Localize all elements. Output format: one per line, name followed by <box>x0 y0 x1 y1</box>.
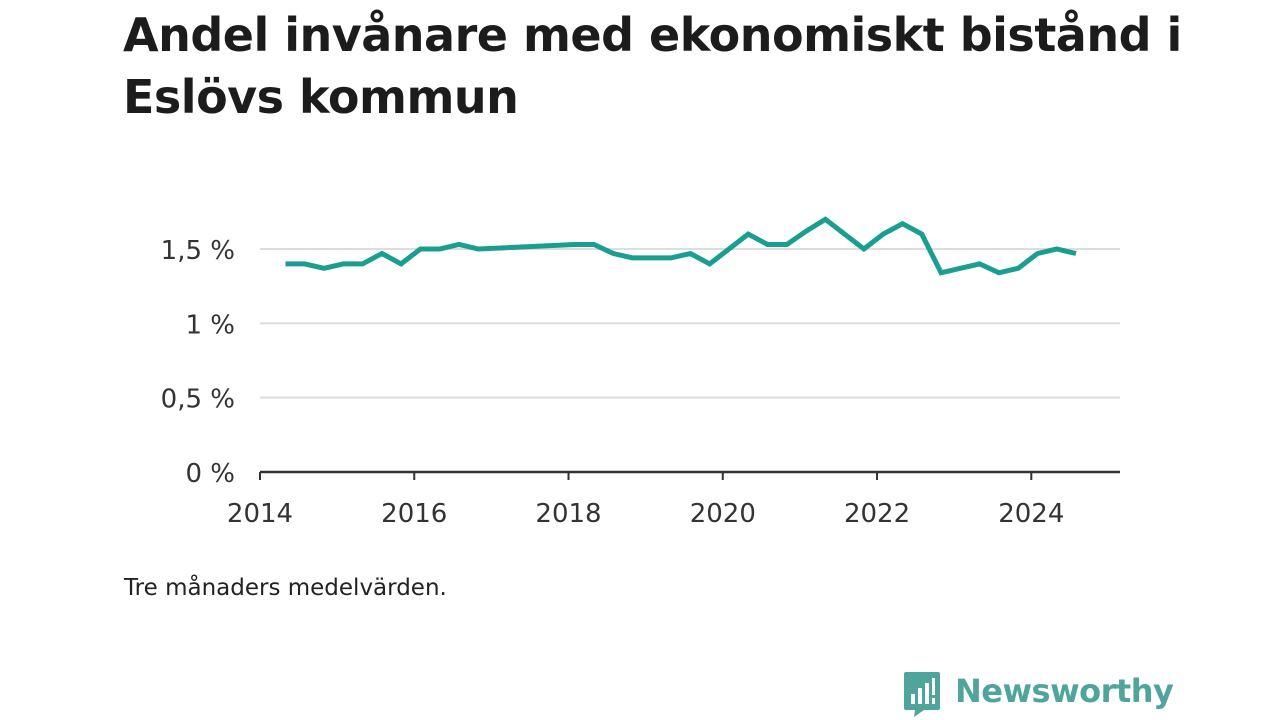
x-tick-label: 2020 <box>690 499 756 529</box>
x-tick-label: 2022 <box>844 499 910 529</box>
x-tick-label: 2024 <box>998 499 1064 529</box>
x-tick-label: 2014 <box>227 499 293 529</box>
gridlines <box>260 248 1120 399</box>
x-axis: 2014 2016 2018 2020 2022 2024 <box>227 470 1120 529</box>
y-tick-label: 0,5 % <box>161 385 235 415</box>
x-tick-label: 2016 <box>381 499 447 529</box>
series-layer <box>285 216 1077 276</box>
x-tick-label: 2018 <box>535 499 601 529</box>
brand-name: Newsworthy <box>955 672 1174 710</box>
y-tick-label: 0 % <box>185 459 235 489</box>
y-tick-label: 1,5 % <box>161 236 235 266</box>
y-axis-ticks: 0 % 0,5 % 1 % 1,5 % <box>161 236 235 489</box>
chart-title: Andel invånare med ekonomiskt bistånd i … <box>123 8 1182 124</box>
bar-chart-speech-bubble-icon <box>904 672 940 717</box>
newsworthy-logo: Newsworthy <box>902 670 1174 720</box>
chart-note: Tre månaders medelvärden. <box>124 575 447 601</box>
y-tick-label: 1 % <box>185 310 235 340</box>
series-line <box>285 216 1077 276</box>
